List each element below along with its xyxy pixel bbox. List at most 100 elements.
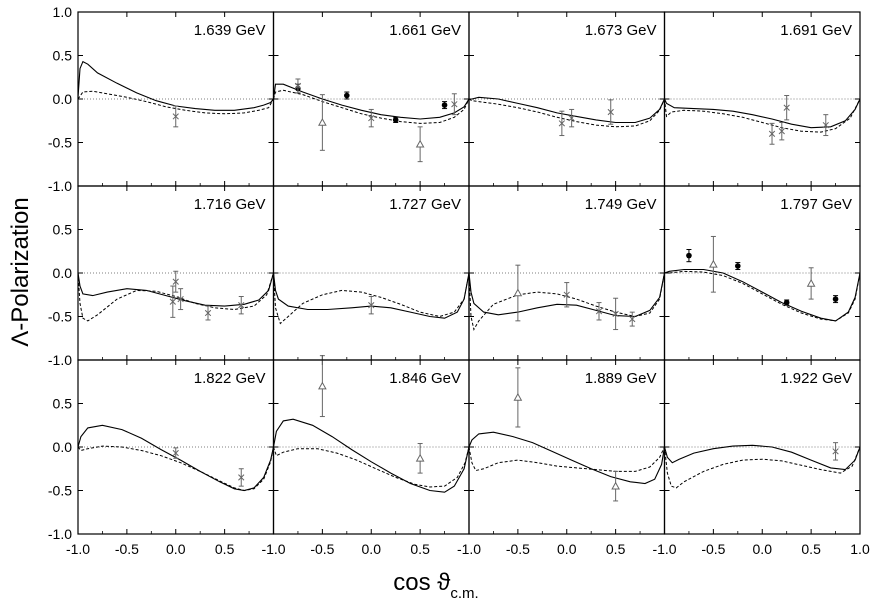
panel-energy-label: 1.673 GeV [585, 22, 657, 39]
dashed-curve [664, 98, 861, 133]
data-point [441, 101, 448, 110]
dashed-curve [77, 90, 274, 115]
data-point [629, 311, 636, 327]
x-tick-label: 0.5 [801, 541, 821, 557]
cross-marker [238, 302, 245, 309]
data-point [415, 126, 425, 163]
data-point [294, 78, 302, 94]
panels-group: 1.639 GeV 1.661 GeV 1.673 GeV 1.691 GeV 1.71… [77, 11, 861, 535]
dashed-curve [468, 98, 665, 128]
x-axis-label: cos ϑc.m. [393, 569, 478, 602]
dashed-curve [468, 446, 665, 472]
panel-energy-label: 1.691 GeV [780, 22, 852, 39]
solid-curve [272, 418, 470, 493]
panel-5: 1.716 GeV [77, 185, 275, 361]
triangle-marker [415, 453, 425, 462]
triangle-marker [806, 278, 816, 287]
y-tick-label: 0.0 [53, 265, 73, 281]
dashed-curve [77, 445, 274, 492]
dashed-curve [664, 270, 861, 322]
filled-circle-marker [344, 92, 350, 99]
panel-11: 1.889 GeV [468, 359, 666, 535]
y-tick-label: 0.5 [53, 396, 73, 412]
data-point [709, 235, 718, 293]
x-tick-label: 0.0 [753, 541, 773, 557]
cross-marker [368, 302, 375, 309]
solid-curve [664, 268, 861, 322]
y-tick-label: 0.5 [53, 222, 73, 238]
data-point [318, 355, 327, 418]
panel-8: 1.797 GeV [663, 185, 861, 361]
panel-2: 1.661 GeV [272, 11, 470, 187]
data-point [783, 299, 790, 306]
data-point [595, 302, 603, 321]
x-axis-label-main: cos ϑ [393, 569, 450, 596]
cross-marker [629, 315, 636, 323]
panel-energy-label: 1.889 GeV [585, 370, 657, 387]
data-point [806, 267, 816, 300]
data-point [318, 94, 327, 151]
panel-10: 1.846 GeV [272, 355, 470, 535]
x-tick-label: 1.0 [850, 541, 870, 557]
panel-energy-label: 1.639 GeV [194, 22, 266, 39]
dashed-curve [77, 272, 274, 322]
solid-curve [77, 272, 275, 307]
triangle-marker [709, 259, 718, 268]
cross-marker [238, 474, 245, 481]
data-point [783, 95, 790, 121]
filled-circle-marker [686, 252, 692, 259]
data-point [172, 105, 179, 128]
data-point [686, 249, 692, 263]
data-point [568, 108, 575, 128]
panel-9: 1.822 GeV [77, 359, 275, 535]
triangle-marker [318, 117, 327, 126]
x-tick-label: 0.5 [215, 541, 235, 557]
y-tick-label: 0.0 [53, 439, 73, 455]
data-point [612, 297, 619, 331]
data-point [238, 295, 245, 315]
x-tick-label: -1.0 [457, 541, 481, 557]
solid-curve [663, 98, 861, 129]
cross-marker [822, 121, 829, 129]
cross-marker [783, 104, 790, 111]
x-tick-label: -1.0 [261, 541, 285, 557]
y-tick-labels: 1.0 0.5 0.0 -0.5 -1.0 0.5 0.0 -0.5 -1.0 0.5 0.0 -0.… [48, 4, 72, 542]
cross-marker [451, 101, 458, 108]
panel-frame [663, 359, 861, 535]
x-axis-label-subscript: c.m. [450, 585, 478, 602]
triangle-marker [415, 139, 425, 148]
x-tick-label: 0.5 [410, 541, 430, 557]
cross-marker [568, 114, 575, 122]
data-point [177, 288, 184, 311]
x-tick-label: -0.5 [310, 541, 334, 557]
solid-curve [77, 60, 274, 111]
panel-4: 1.691 GeV [663, 11, 861, 187]
triangle-marker [318, 381, 327, 390]
solid-curve [77, 424, 275, 492]
data-point [735, 262, 741, 271]
data-point [607, 99, 614, 125]
data-point [451, 93, 458, 116]
panel-energy-label: 1.797 GeV [780, 196, 852, 213]
y-axis-label: Λ-Polarization [7, 197, 34, 346]
x-tick-label: -0.5 [115, 541, 139, 557]
panel-energy-label: 1.749 GeV [585, 196, 657, 213]
dashed-curve [273, 446, 470, 488]
dashed-curve [664, 446, 861, 489]
filled-circle-marker [783, 299, 790, 306]
data-point [344, 91, 350, 100]
dashed-curve [468, 272, 665, 331]
cross-marker [294, 82, 302, 90]
panel-energy-label: 1.822 GeV [194, 370, 266, 387]
x-tick-label: 0.0 [557, 541, 577, 557]
panel-3: 1.673 GeV [468, 11, 666, 187]
triangle-marker [513, 392, 523, 401]
solid-curve [468, 431, 666, 485]
panel-energy-label: 1.922 GeV [780, 370, 852, 387]
dashed-curve [273, 272, 470, 325]
data-point [563, 282, 570, 308]
solid-curve [468, 272, 666, 318]
data-point [172, 447, 179, 459]
data-point [169, 285, 176, 318]
data-point [392, 116, 399, 123]
